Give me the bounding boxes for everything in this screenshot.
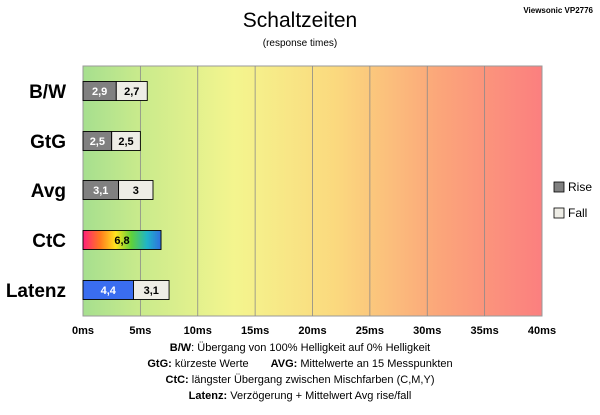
bar-fall-1 (111, 131, 141, 151)
category-label-4: Latenz (6, 281, 66, 302)
legend-swatch-fall (553, 207, 565, 219)
x-tick-label-8: 40ms (528, 325, 556, 337)
bar-fall-2-label: 3 (133, 185, 139, 197)
category-label-3: CtC (32, 231, 66, 252)
footnote-avg-key: AVG: (270, 358, 298, 370)
footnote-avg-text: Mittelwerte an 15 Messpunkten (297, 358, 453, 370)
x-tick-label-2: 10ms (184, 325, 212, 337)
footnote-gtg-avg: GtG: kürzeste Werte AVG: Mittelwerte an 1… (0, 358, 600, 370)
footnote-ctc-text: längster Übergang zwischen Mischfarben (… (188, 374, 435, 386)
category-labels: B/W GtG Avg CtC Latenz (6, 82, 66, 302)
footnote-bw: B/W: Übergang von 100% Helligkeit auf 0%… (0, 342, 600, 354)
category-label-2: Avg (31, 181, 66, 202)
bar-fall-4-label: 3,1 (144, 285, 159, 297)
x-tick-labels: 0ms 5ms 10ms 15ms 20ms 25ms 30ms 35ms 40ms (72, 325, 556, 337)
x-tick-label-4: 20ms (298, 325, 326, 337)
bar-fall-4 (133, 280, 170, 300)
bar-rise-1-label: 2,5 (90, 136, 105, 148)
bar-fall-0-label: 2,7 (124, 86, 139, 98)
x-tick-label-0: 0ms (72, 325, 94, 337)
footnote-ctc-key: CtC: (165, 374, 189, 386)
bar-rise-0-label: 2,9 (92, 86, 107, 98)
bar-fall-1-label: 2,5 (118, 136, 133, 148)
footnote-bw-text: : Übergang von 100% Helligkeit auf 0% He… (191, 342, 431, 354)
footnote-gtg-text: kürzeste Werte (171, 358, 249, 370)
legend-label-rise: Rise (568, 180, 592, 194)
bar-ctc-main (82, 230, 162, 250)
footnote-bw-key: B/W (169, 342, 192, 354)
gridlines (139, 66, 486, 316)
footnote-ctc: CtC: längster Übergang zwischen Mischfar… (0, 374, 600, 386)
chart-subtitle: (response times) (263, 38, 337, 49)
bar-fall-0 (115, 81, 148, 101)
bar-labels: 2,9 2,7 2,5 2,5 3,1 3 6,8 4,4 3,1 (90, 86, 159, 297)
x-tick-label-5: 25ms (356, 325, 384, 337)
footnote-latenz-key: Latenz: (188, 390, 228, 402)
footnote-gtg-key: GtG: (147, 358, 172, 370)
bars (82, 81, 170, 300)
category-label-0: B/W (29, 82, 66, 103)
monitor-model-label: Viewsonic VP2776 (523, 6, 593, 15)
footnote-latenz: Latenz: Verzögerung + Mittelwert Avg ris… (0, 390, 600, 402)
bar-rise-2-label: 3,1 (93, 185, 108, 197)
legend-label-fall: Fall (568, 206, 587, 220)
category-label-1: GtG (30, 132, 66, 153)
x-tick-label-3: 15ms (241, 325, 269, 337)
bar-fall-2 (118, 180, 154, 200)
legend: Rise Fall (553, 180, 592, 220)
legend-swatch-rise (553, 181, 565, 193)
bar-ctc-main-label: 6,8 (114, 235, 129, 247)
bar-latenz-main-label: 4,4 (101, 285, 117, 297)
x-tick-label-7: 35ms (471, 325, 499, 337)
chart-title: Schaltzeiten (243, 9, 357, 32)
footnote-latenz-text: Verzögerung + Mittelwert Avg rise/fall (227, 390, 412, 402)
x-tick-label-6: 30ms (413, 325, 441, 337)
x-tick-label-1: 5ms (129, 325, 151, 337)
